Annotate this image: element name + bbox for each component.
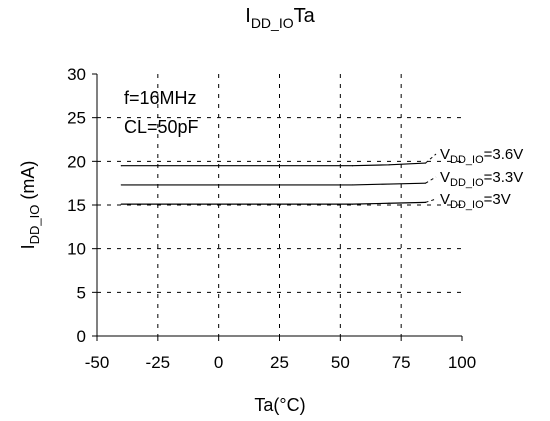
series-layer [120,153,437,205]
series-line [121,162,426,167]
y-axis-label: IDD_IO (mA) [18,161,42,250]
series-label-part: V [440,146,450,163]
chart-title-part: DD_IO [251,15,294,31]
axis-layer [92,73,463,341]
y-axis-label-part: I [18,244,38,249]
series-line [121,182,426,186]
data-point [157,184,159,186]
data-point [278,203,281,205]
data-point [120,165,122,167]
data-point [157,165,159,167]
data-point [351,203,354,205]
data-point [388,202,390,204]
series-label: VDD_IO=3.3V [440,169,523,189]
series-label-part: =3.6V [484,146,524,163]
x-tick-label: 75 [392,353,411,372]
series-label-part: =3.3V [484,169,524,186]
x-tick-label: 25 [270,353,289,372]
chart-title-part: Ta [294,5,316,27]
series-label-part: DD_IO [450,154,484,166]
series-label: VDD_IO=3V [440,191,511,211]
annotation: f=16MHz [124,88,197,108]
x-tick-label: -50 [85,353,110,372]
data-point [388,164,390,166]
chart-title: IDD_IOTa [245,5,315,31]
series-line [121,201,426,205]
data-point [120,184,122,186]
annotation: CL=50pF [124,117,199,137]
series-label-part: DD_IO [450,199,484,211]
series-label-part: V [440,169,450,186]
series-leader [425,176,437,184]
x-axis-label: Ta(°C) [254,395,305,415]
x-tick-label: -25 [146,353,171,372]
data-point [218,203,220,205]
x-tick-label: 0 [214,353,223,372]
chart-title-part: I [245,5,251,27]
series-leader [425,153,437,164]
y-tick-label: 30 [67,65,86,84]
series-label: VDD_IO=3.6V [440,146,523,166]
data-point [388,183,390,185]
grid-layer [97,74,462,336]
series-leader [425,198,437,203]
data-point [351,184,354,186]
series-label-part: =3V [484,191,511,208]
y-tick-label: 20 [67,152,86,171]
y-tick-label: 15 [67,196,86,215]
data-point [218,184,220,186]
y-tick-label: 0 [77,327,86,346]
series-label-part: V [440,191,450,208]
data-point [351,165,354,167]
x-tick-label: 100 [448,353,476,372]
y-axis-label-part: (mA) [18,161,38,205]
data-point [218,165,220,167]
y-tick-label: 5 [77,283,86,302]
x-tick-label: 50 [331,353,350,372]
data-point [278,184,281,186]
data-point [278,165,281,167]
y-tick-label: 25 [67,109,86,128]
y-tick-label: 10 [67,240,86,259]
series-label-part: DD_IO [450,177,484,189]
data-point [157,203,159,205]
data-point [120,203,122,205]
y-axis-label-part: DD_IO [27,205,42,245]
